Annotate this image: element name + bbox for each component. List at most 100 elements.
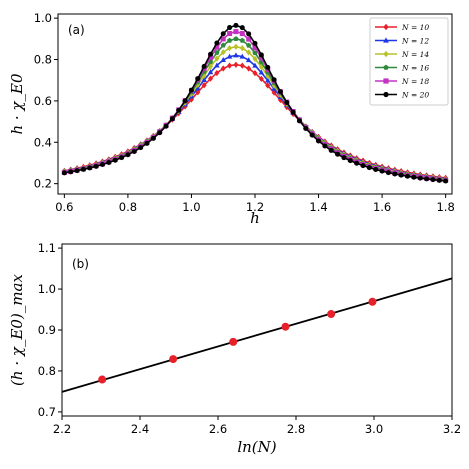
data-point [74,168,80,174]
data-point [309,132,315,138]
data-point [182,98,188,104]
data-point [239,45,245,52]
data-point [360,163,366,169]
data-point [233,36,239,42]
panel-a: 0.6 0.8 1.0 1.2 1.4 1.6 1.8 0.2 0.4 0.6 0.8 1.0 (a… [8,11,455,227]
data-point [373,167,379,173]
x-tick-label: 2.2 [53,422,71,436]
legend-marker [383,23,389,31]
y-tick-label: 1.0 [38,282,56,296]
data-point [316,138,322,144]
data-point [252,55,258,62]
data-point [341,155,347,161]
data-point [252,40,258,46]
panel-a-x-ticks: 0.6 0.8 1.0 1.2 1.4 1.6 1.8 [55,194,455,214]
panel-a-plot-area [61,22,449,184]
data-point [424,176,430,182]
data-point [239,53,246,59]
data-point [271,77,277,83]
data-point [233,61,239,68]
legend-marker [383,37,389,43]
data-point [220,42,226,48]
data-point [436,177,442,183]
panel-b-y-ticks: 0.7 0.8 0.9 1.0 1.1 [38,241,62,419]
data-point [347,158,353,164]
data-point [252,69,258,77]
data-point [417,175,423,181]
data-point [157,130,163,136]
data-point [214,69,220,77]
x-tick-label: 1.4 [309,200,327,214]
data-point [233,29,239,35]
data-point [61,170,67,176]
data-point [226,37,233,43]
data-point [176,107,182,113]
data-point [246,49,252,56]
data-point [220,36,226,42]
data-point [93,163,99,169]
data-point [258,63,264,71]
x-tick-label: 2.8 [287,422,305,436]
legend-entry: N = 14 [375,50,429,59]
data-point [169,355,178,364]
data-point [277,89,283,95]
panel-b: 2.2 2.4 2.6 2.8 3.0 3.2 0.7 0.8 0.9 1.0 1.1 (b) l… [8,241,461,456]
data-point [188,87,194,93]
data-point [239,25,245,31]
data-point [290,109,296,115]
data-point [80,166,86,172]
data-point [99,162,105,168]
series-6 [61,22,449,184]
data-point [443,178,449,184]
legend-marker [383,50,389,58]
x-tick-label: 1.0 [182,200,200,214]
data-point [246,36,252,42]
data-point [106,160,112,166]
data-point [252,45,258,51]
data-point [296,118,302,124]
legend-label: N = 10 [401,23,429,32]
data-point [144,140,150,146]
data-point [430,177,436,183]
data-point [281,322,290,331]
legend-label: N = 12 [401,37,429,46]
data-point [233,43,239,50]
data-point [327,310,336,319]
data-point [258,55,264,61]
panel-a-legend: N = 10 N = 12 N = 14 N = 16 N = 18 N = 20 [369,17,449,106]
data-point [239,62,245,69]
data-point [246,42,252,48]
data-point [150,135,156,141]
data-point [214,44,220,50]
data-point [208,75,214,82]
data-point [233,22,239,28]
y-tick-label: 0.4 [34,135,52,149]
data-point [220,31,226,37]
x-tick-label: 1.8 [436,200,454,214]
fit-line [61,277,453,393]
data-point [258,52,264,58]
y-tick-label: 0.7 [38,405,56,419]
data-point [220,57,226,63]
data-point [284,99,290,105]
legend-entry: N = 16 [375,64,429,73]
data-point [264,77,271,83]
data-point [392,171,398,177]
data-point [322,143,328,149]
x-tick-label: 1.2 [246,200,264,214]
y-tick-label: 0.8 [34,53,52,67]
legend-marker [383,91,389,98]
data-point [201,63,207,69]
data-point [245,57,252,63]
data-point [131,148,137,154]
x-tick-label: 3.2 [443,422,461,436]
data-point [385,170,391,176]
data-point [227,44,233,52]
panel-a-x-axis-label: h [250,209,260,227]
data-point [201,82,207,89]
legend-entry: N = 12 [375,37,429,46]
data-point [265,64,271,70]
data-point [169,116,175,122]
data-point [119,155,125,161]
